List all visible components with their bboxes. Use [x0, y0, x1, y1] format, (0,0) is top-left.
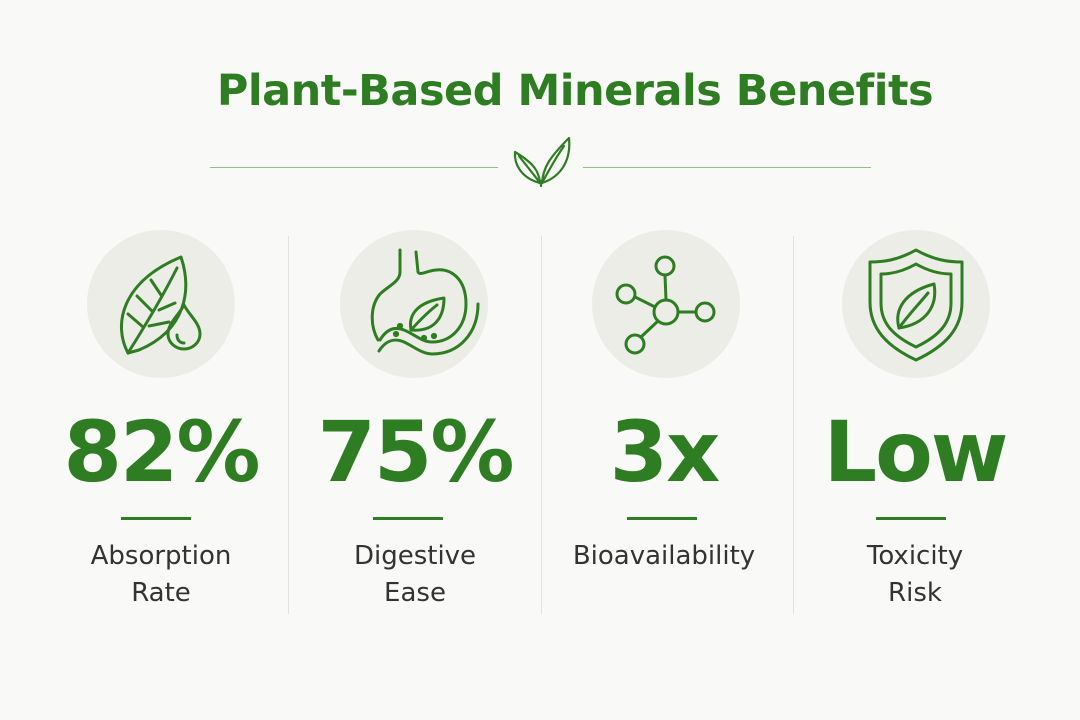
- icon-circle: [842, 230, 990, 378]
- stat-absorption-rate: 82% Absorption Rate: [34, 0, 288, 720]
- stat-underline: [876, 517, 946, 520]
- stomach-leaf-icon: [370, 248, 480, 356]
- stat-label: Absorption Rate: [90, 541, 232, 608]
- sprout-icon: [513, 136, 571, 188]
- icon-circle: [87, 230, 235, 378]
- stat-value: 82%: [63, 403, 260, 501]
- stat-value: 3x: [609, 403, 721, 501]
- page-title: Plant-Based Minerals Benefits: [216, 66, 934, 116]
- stat-toxicity-risk: Low Toxicity Risk: [788, 0, 1042, 720]
- stat-label: Digestive Ease: [353, 541, 477, 608]
- stat-digestive-ease: 75% Digestive Ease: [288, 0, 542, 720]
- icon-circle: [592, 230, 740, 378]
- stat-underline: [121, 517, 191, 520]
- stat-label: Bioavailability: [572, 541, 756, 571]
- leaf-droplet-icon: [120, 255, 202, 355]
- stat-label: Toxicity Risk: [866, 541, 964, 608]
- column-separator: [288, 236, 289, 614]
- title-divider-left: [210, 167, 498, 168]
- title-divider-right: [583, 167, 871, 168]
- stat-value: Low: [823, 403, 1009, 501]
- icon-circle: [340, 230, 488, 378]
- shield-leaf-icon: [868, 248, 964, 362]
- molecule-icon: [615, 255, 716, 355]
- stat-bioavailability: 3x Bioavailability: [537, 0, 791, 720]
- column-separator: [541, 236, 542, 614]
- column-separator: [793, 236, 794, 614]
- stat-underline: [627, 517, 697, 520]
- stat-value: 75%: [317, 403, 514, 501]
- stat-underline: [373, 517, 443, 520]
